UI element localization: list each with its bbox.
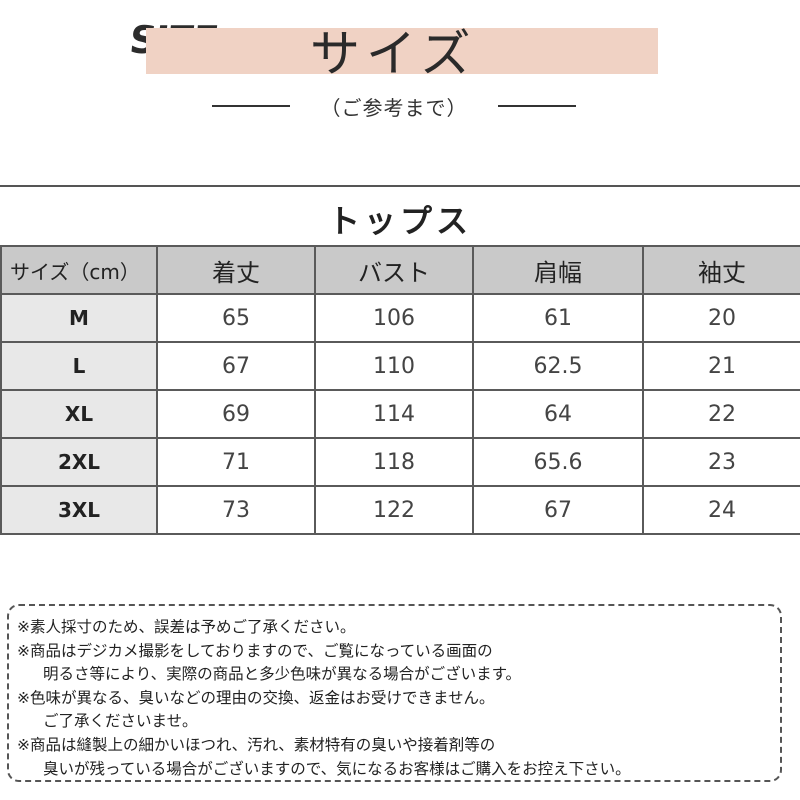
section-divider [0, 185, 800, 187]
cell-length: 71 [156, 437, 316, 487]
cell-bust: 114 [314, 389, 474, 439]
note-line: 臭いが残っている場合がございますので、気になるお客様はご購入をお控え下さい。 [43, 759, 631, 778]
cell-sleeve: 21 [642, 341, 800, 391]
cell-bust: 110 [314, 341, 474, 391]
header-length: 着丈 [156, 245, 316, 295]
cell-sleeve: 22 [642, 389, 800, 439]
note-line: 明るさ等により、実際の商品と多少色味が異なる場合がございます。 [43, 665, 522, 684]
cell-shoulder: 62.5 [472, 341, 644, 391]
cell-bust: 122 [314, 485, 474, 535]
subtitle-line-right [498, 105, 576, 107]
row-size-label: XL [0, 389, 158, 439]
note-line: ※素人採寸のため、誤差は予めご了承ください。 [17, 618, 356, 636]
cell-sleeve: 20 [642, 293, 800, 343]
cell-shoulder: 65.6 [472, 437, 644, 487]
note-line: ※商品はデジカメ撮影をしておりますので、ご覧になっている画面の [17, 641, 493, 660]
header-sleeve: 袖丈 [642, 245, 800, 295]
cell-shoulder: 64 [472, 389, 644, 439]
subtitle: （ご参考まで） [320, 96, 468, 120]
header-bust: バスト [314, 245, 474, 295]
size-table: サイズ（cm） 着丈 バスト 肩幅 袖丈 M 65 106 61 20 L 67… [0, 245, 800, 535]
row-size-label: 3XL [0, 485, 158, 535]
section-title: トップス [327, 202, 472, 240]
note-line: ※商品は縫製上の細かいほつれ、汚れ、素材特有の臭いや接着剤等の [17, 735, 496, 754]
cell-length: 69 [156, 389, 316, 439]
table-header-row: サイズ（cm） 着丈 バスト 肩幅 袖丈 [0, 245, 800, 295]
cell-sleeve: 23 [642, 437, 800, 487]
title-band [146, 28, 658, 74]
note-line: ※色味が異なる、臭いなどの理由の交換、返金はお受けできません。 [17, 688, 495, 707]
table-row: 2XL 71 118 65.6 23 [0, 437, 800, 487]
cell-shoulder: 61 [472, 293, 644, 343]
note-line: ご了承くださいませ。 [43, 712, 198, 731]
subtitle-line-left [212, 105, 290, 107]
cell-shoulder: 67 [472, 485, 644, 535]
cell-length: 73 [156, 485, 316, 535]
table-row: M 65 106 61 20 [0, 293, 800, 343]
page-title: サイズ [310, 25, 477, 83]
header-shoulder: 肩幅 [472, 245, 644, 295]
cell-sleeve: 24 [642, 485, 800, 535]
cell-bust: 118 [314, 437, 474, 487]
header-size: サイズ（cm） [0, 245, 158, 295]
notes-box: ※素人採寸のため、誤差は予めご了承ください。 ※商品はデジカメ撮影をしております… [7, 604, 782, 782]
row-size-label: M [0, 293, 158, 343]
cell-length: 67 [156, 341, 316, 391]
row-size-label: 2XL [0, 437, 158, 487]
table-row: XL 69 114 64 22 [0, 389, 800, 439]
cell-bust: 106 [314, 293, 474, 343]
cell-length: 65 [156, 293, 316, 343]
row-size-label: L [0, 341, 158, 391]
table-row: 3XL 73 122 67 24 [0, 485, 800, 535]
table-row: L 67 110 62.5 21 [0, 341, 800, 391]
